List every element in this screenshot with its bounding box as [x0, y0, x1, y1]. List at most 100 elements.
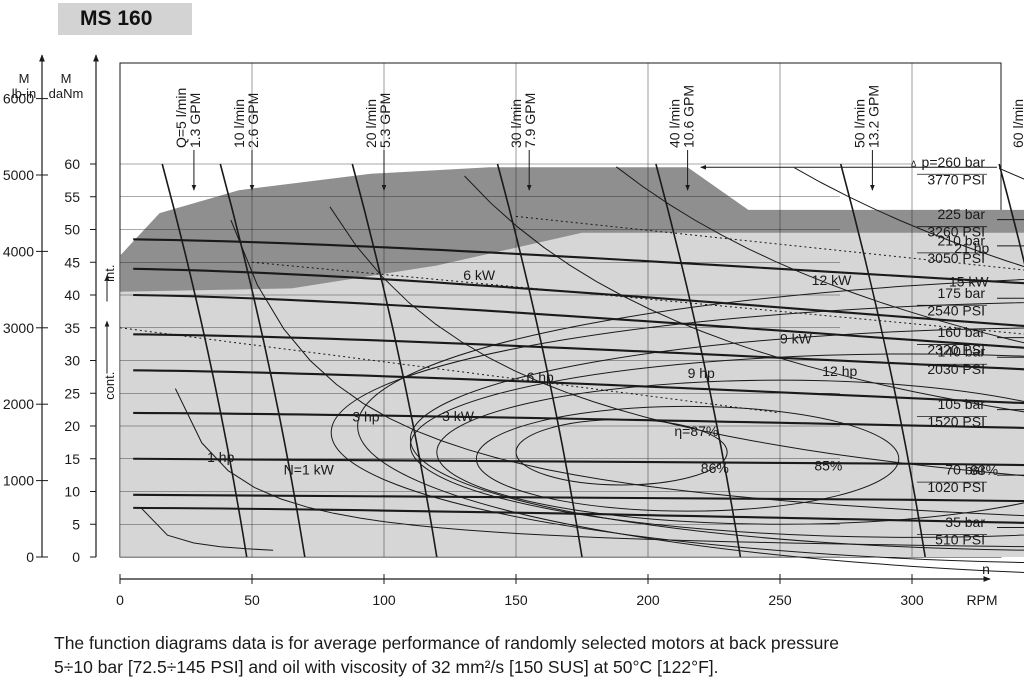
annotation-eff-87: η=87% — [674, 423, 718, 439]
y-axis-title-danm: M — [61, 71, 72, 86]
y-tick-label-lbin-6: 6000 — [3, 91, 34, 107]
y-tick-label-danm-0: 0 — [72, 549, 80, 565]
torque-curve-5 — [133, 411, 1024, 429]
pressure-marker-0: Δ — [911, 159, 917, 168]
flow-curve-0 — [161, 163, 248, 558]
power-curve-5 — [616, 166, 1024, 344]
annotation-kw-3: 3 kW — [442, 408, 475, 424]
pressure-bar-label-6: 105 bar — [938, 396, 986, 412]
power-curve-2 — [230, 219, 1024, 517]
annotation-eff-86: 86% — [701, 460, 729, 476]
pressure-bar-label-0: p=260 bar — [922, 154, 986, 170]
y-tick-label-danm-12: 60 — [64, 156, 80, 172]
y-axis-unit-danm: daNm — [49, 86, 84, 101]
torque-curve-8 — [133, 506, 1024, 524]
x-tick-label-3: 150 — [504, 592, 528, 608]
flow-label-gpm-4: 10.6 GPM — [681, 85, 697, 148]
chart-title-box: MS 160 — [58, 3, 192, 35]
power-curve-0 — [140, 507, 274, 551]
pressure-psi-label-5: 2030 PSI — [927, 361, 985, 377]
power-curve-6 — [794, 167, 1024, 268]
pressure-bar-label-3: 175 bar — [938, 285, 986, 301]
efficiency-contour-2 — [436, 379, 1024, 525]
power-curve-3 — [329, 206, 1024, 477]
int-label-vertical: int. — [102, 265, 117, 282]
torque-curve-7 — [133, 493, 1024, 502]
flow-curve-6 — [998, 163, 1024, 265]
pressure-psi-label-8: 510 PSI — [935, 532, 985, 548]
cont-label-vertical: cont. — [102, 372, 117, 400]
torque-curve-6 — [133, 457, 1024, 466]
y-tick-label-lbin-4: 4000 — [3, 243, 34, 259]
pressure-bar-label-8: 35 bar — [945, 514, 985, 530]
y-tick-label-danm-3: 15 — [64, 451, 80, 467]
annotation-hp-6: 6 hp — [527, 369, 554, 385]
flow-curve-3 — [496, 163, 583, 558]
pressure-bar-label-2: 210 bar — [938, 232, 986, 248]
y-tick-label-lbin-0: 0 — [26, 549, 34, 565]
torque-curve-3 — [133, 333, 1024, 371]
y-axis-title-lbin: M — [19, 71, 30, 86]
annotation-kw-1: N=1 kW — [284, 461, 335, 477]
efficiency-contour-5 — [330, 302, 1024, 564]
torque-curve-4 — [133, 369, 1024, 405]
y-tick-label-danm-9: 45 — [64, 254, 80, 270]
flow-curve-4 — [655, 163, 742, 558]
dotted-curve-0 — [119, 327, 781, 414]
x-tick-label-2: 100 — [372, 592, 396, 608]
footnote-line-2: 5÷10 bar [72.5÷145 PSI] and oil with vis… — [54, 657, 719, 677]
flow-curve-5 — [839, 163, 926, 558]
annotation-hp-12: 12 hp — [822, 363, 857, 379]
annotation-kw-9: 9 kW — [780, 330, 813, 346]
x-tick-label-5: 250 — [768, 592, 792, 608]
y-tick-label-lbin-3: 3000 — [3, 320, 34, 336]
y-tick-label-danm-1: 5 — [72, 516, 80, 532]
flow-label-lmin-6: 60 l/min — [1010, 99, 1024, 148]
pressure-bar-label-1: 225 bar — [938, 206, 986, 222]
flow-label-gpm-2: 5.3 GPM — [377, 93, 393, 148]
y-tick-label-danm-6: 30 — [64, 353, 80, 369]
x-axis-unit: RPM — [966, 592, 997, 608]
y-tick-label-danm-11: 55 — [64, 189, 80, 205]
flow-label-gpm-0: 1.3 GPM — [187, 93, 203, 148]
pressure-bar-label-5: 140 bar — [938, 344, 986, 360]
flow-label-gpm-5: 13.2 GPM — [865, 85, 881, 148]
footnote: The function diagrams data is for averag… — [54, 631, 1014, 679]
pressure-psi-label-3: 2540 PSI — [927, 302, 985, 318]
dotted-curve-2 — [515, 215, 1024, 271]
annotation-hp-1: 1 hp — [207, 449, 234, 465]
torque-curve-0 — [133, 267, 1024, 328]
x-tick-label-4: 200 — [636, 592, 660, 608]
annotation-hp-9: 9 hp — [688, 365, 715, 381]
efficiency-contour-6 — [357, 279, 1024, 573]
flow-label-lmin-0: Q=5 l/min — [173, 88, 189, 148]
torque-curve-1 — [133, 238, 1024, 285]
pressure-psi-label-6: 1520 PSI — [927, 414, 985, 430]
efficiency-contour-0 — [515, 418, 728, 486]
annotation-kw-15: 15 kW — [949, 273, 989, 289]
annotation-eff-85: 85% — [814, 458, 842, 474]
flow-label-gpm-1: 2.6 GPM — [245, 93, 261, 148]
y-axis-unit-lbin: lb-in — [12, 86, 37, 101]
y-tick-label-lbin-2: 2000 — [3, 396, 34, 412]
annotation-kw-6: 6 kW — [463, 267, 496, 283]
y-tick-label-danm-8: 40 — [64, 287, 80, 303]
flow-curve-2 — [351, 163, 438, 558]
x-tick-label-1: 50 — [244, 592, 260, 608]
power-curve-4 — [464, 175, 1024, 413]
efficiency-contour-3 — [410, 353, 1024, 538]
footnote-line-1: The function diagrams data is for averag… — [54, 633, 839, 653]
y-tick-label-danm-4: 20 — [64, 418, 80, 434]
annotation-eff-83: 83% — [970, 462, 998, 478]
x-axis-title: n — [982, 561, 990, 577]
pressure-psi-label-2: 3050 PSI — [927, 250, 985, 266]
flow-label-lmin-2: 20 l/min — [363, 99, 379, 148]
flow-label-lmin-3: 30 l/min — [508, 99, 524, 148]
annotation-kw-12: 12 kW — [812, 272, 852, 288]
flow-label-gpm-3: 7.9 GPM — [522, 93, 538, 148]
pressure-psi-label-7: 1020 PSI — [927, 479, 985, 495]
torque-curve-2 — [133, 293, 1024, 349]
pressure-psi-label-4: 2320 PSI — [927, 342, 985, 358]
y-tick-label-danm-7: 35 — [64, 320, 80, 336]
dotted-curve-1 — [251, 261, 1024, 335]
